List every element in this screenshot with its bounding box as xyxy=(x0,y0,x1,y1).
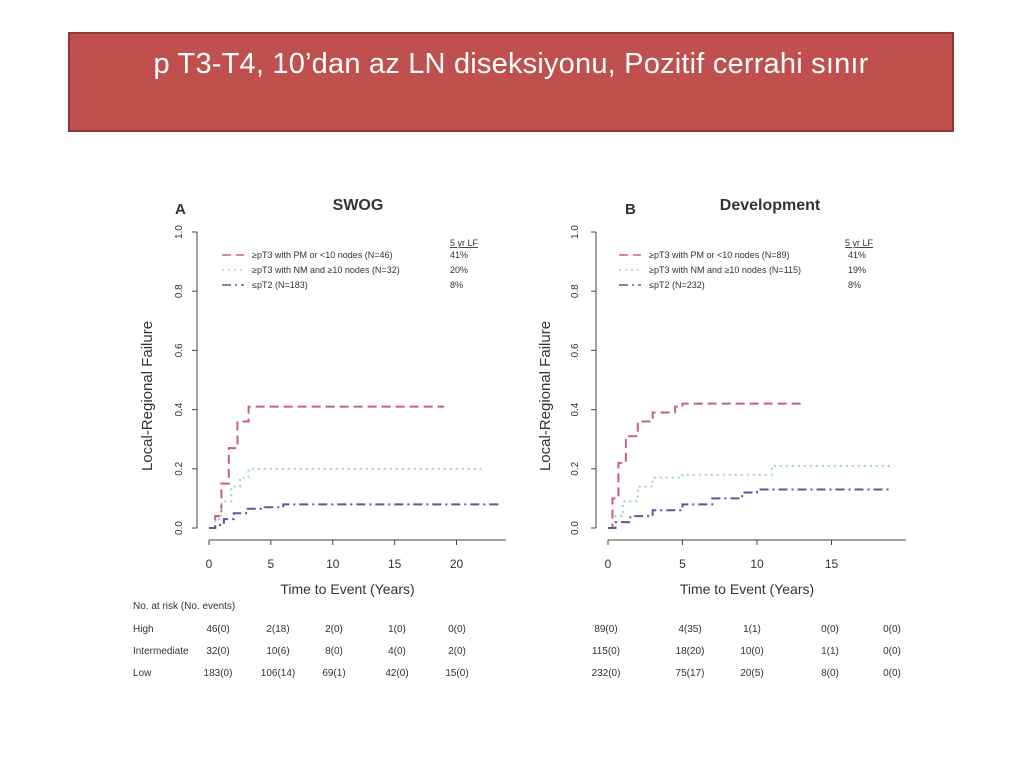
risk-cell: 183(0) xyxy=(204,668,233,679)
risk-cell: 232(0) xyxy=(592,668,621,679)
panel-letter: B xyxy=(625,201,636,218)
y-tick-label: 1.0 xyxy=(570,225,581,239)
risk-cell: 20(5) xyxy=(740,668,763,679)
legend-entry: ≤pT2 (N=183) xyxy=(252,280,308,290)
risk-cell: 89(0) xyxy=(594,624,617,635)
legend-entry: ≥pT3 with PM or <10 nodes (N=46) xyxy=(252,250,393,260)
risk-cell: 75(17) xyxy=(676,668,705,679)
series-line xyxy=(209,503,500,529)
legend-5yr-lf: 19% xyxy=(848,265,866,275)
panel-title: Development xyxy=(720,197,821,214)
series-line xyxy=(209,405,445,529)
series-line xyxy=(608,402,802,529)
y-tick-label: 0.6 xyxy=(570,343,581,357)
risk-cell: 2(0) xyxy=(448,646,466,657)
panel-letter: A xyxy=(175,201,186,218)
risk-cell: 0(0) xyxy=(883,646,901,657)
y-tick-label: 0.0 xyxy=(174,521,185,535)
y-tick-label: 0.0 xyxy=(570,521,581,535)
x-tick-label: 5 xyxy=(268,557,275,571)
legend-header: 5 yr LF xyxy=(845,238,874,248)
y-axis-label: Local-Regional Failure xyxy=(537,321,554,471)
y-tick-label: 0.2 xyxy=(174,461,185,475)
risk-cell: 8(0) xyxy=(325,646,343,657)
risk-cell: 42(0) xyxy=(385,668,408,679)
legend-5yr-lf: 8% xyxy=(450,280,463,290)
y-tick-label: 0.2 xyxy=(570,461,581,475)
y-tick-label: 0.6 xyxy=(174,343,185,357)
slide-title-box: p T3-T4, 10’dan az LN diseksiyonu, Pozit… xyxy=(68,32,954,132)
legend-entry: ≥pT3 with PM or <10 nodes (N=89) xyxy=(649,250,790,260)
y-tick-label: 0.4 xyxy=(174,402,185,416)
risk-cell: 10(6) xyxy=(266,646,289,657)
legend-5yr-lf: 41% xyxy=(848,250,866,260)
risk-cell: 1(1) xyxy=(743,624,761,635)
risk-cell: 106(14) xyxy=(261,668,295,679)
risk-cell: 4(35) xyxy=(678,624,701,635)
risk-cell: 0(0) xyxy=(448,624,466,635)
series-line xyxy=(608,464,892,529)
legend-entry: ≤pT2 (N=232) xyxy=(649,280,705,290)
risk-cell: 8(0) xyxy=(821,668,839,679)
x-axis-label: Time to Event (Years) xyxy=(280,581,414,597)
risk-cell: 2(0) xyxy=(325,624,343,635)
risk-cell: 4(0) xyxy=(388,646,406,657)
risk-cell: 1(1) xyxy=(821,646,839,657)
risk-row-label: High xyxy=(133,624,154,635)
x-tick-label: 5 xyxy=(679,557,686,571)
risk-table-header: No. at risk (No. events) xyxy=(133,601,235,612)
series-line xyxy=(209,467,482,529)
risk-cell: 0(0) xyxy=(883,668,901,679)
slide-title: p T3-T4, 10’dan az LN diseksiyonu, Pozit… xyxy=(153,48,869,80)
risk-row-label: Low xyxy=(133,668,152,679)
legend-entry: ≥pT3 with NM and ≥10 nodes (N=115) xyxy=(649,265,801,275)
x-tick-label: 10 xyxy=(750,557,764,571)
legend-5yr-lf: 20% xyxy=(450,265,468,275)
legend-header: 5 yr LF xyxy=(450,238,479,248)
x-tick-label: 10 xyxy=(326,557,340,571)
risk-cell: 115(0) xyxy=(592,646,620,657)
x-axis-label: Time to Event (Years) xyxy=(680,581,814,597)
risk-cell: 0(0) xyxy=(883,624,901,635)
risk-cell: 1(0) xyxy=(388,624,406,635)
risk-cell: 10(0) xyxy=(740,646,763,657)
x-tick-label: 15 xyxy=(388,557,402,571)
risk-row-label: Intermediate xyxy=(133,646,189,657)
risk-cell: 0(0) xyxy=(821,624,839,635)
panel-title: SWOG xyxy=(333,197,384,214)
legend-entry: ≥pT3 with NM and ≥10 nodes (N=32) xyxy=(252,265,400,275)
y-tick-label: 0.8 xyxy=(570,284,581,298)
y-tick-label: 0.8 xyxy=(174,284,185,298)
x-tick-label: 0 xyxy=(605,557,612,571)
x-tick-label: 20 xyxy=(450,557,464,571)
risk-cell: 2(18) xyxy=(266,624,289,635)
legend-5yr-lf: 41% xyxy=(450,250,468,260)
series-line xyxy=(608,488,892,529)
x-tick-label: 15 xyxy=(825,557,839,571)
risk-cell: 46(0) xyxy=(206,624,229,635)
x-tick-label: 0 xyxy=(206,557,213,571)
y-tick-label: 0.4 xyxy=(570,402,581,416)
risk-cell: 69(1) xyxy=(322,668,345,679)
risk-cell: 18(20) xyxy=(676,646,705,657)
legend-5yr-lf: 8% xyxy=(848,280,861,290)
y-axis-label: Local-Regional Failure xyxy=(139,321,156,471)
risk-cell: 15(0) xyxy=(445,668,468,679)
y-tick-label: 1.0 xyxy=(174,225,185,239)
risk-cell: 32(0) xyxy=(206,646,229,657)
